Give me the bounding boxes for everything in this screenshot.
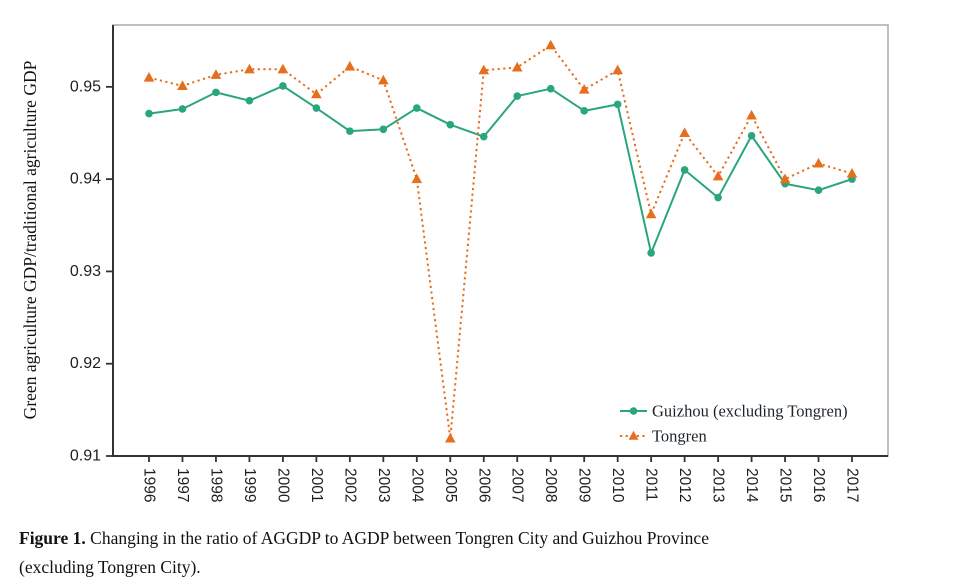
- tongren-marker: [177, 80, 188, 90]
- guizhou-legend-marker: [629, 407, 638, 415]
- guizhou-marker: [513, 92, 522, 100]
- x-tick-label: 2013: [710, 468, 727, 502]
- x-tick-label: 2002: [341, 468, 358, 502]
- guizhou-marker: [647, 249, 655, 257]
- tongren-marker: [779, 173, 791, 184]
- tongren-legend-label: Tongren: [652, 427, 707, 446]
- x-tick-label: 2012: [676, 468, 693, 502]
- x-tick-label: 2010: [609, 468, 626, 503]
- guizhou-marker: [245, 96, 254, 105]
- guizhou-marker: [546, 84, 555, 93]
- tongren-marker: [679, 127, 690, 138]
- x-tick-label: 1999: [241, 468, 258, 502]
- guizhou-line: [148, 84, 853, 254]
- tongren-marker: [210, 69, 222, 79]
- x-tick-label: 1996: [141, 468, 158, 502]
- tongren-marker: [244, 63, 255, 74]
- guizhou-marker: [613, 100, 622, 109]
- guizhou-marker: [346, 127, 354, 135]
- x-tick-label: 2008: [542, 468, 559, 502]
- guizhou-marker: [279, 82, 287, 90]
- guizhou-marker: [580, 107, 588, 115]
- y-tick-label: 0.92: [70, 355, 101, 372]
- tongren-marker: [612, 64, 623, 75]
- tongren-marker: [813, 157, 824, 168]
- tongren-marker: [578, 84, 590, 94]
- tongren-marker: [511, 61, 523, 72]
- x-tick-label: 2007: [509, 468, 526, 502]
- x-tick-label: 2009: [576, 468, 593, 502]
- x-tick-label: 2001: [308, 468, 325, 502]
- x-tick-label: 2000: [274, 468, 291, 503]
- figure-caption-label: Figure 1.: [19, 528, 86, 548]
- tongren-marker: [478, 64, 490, 75]
- tongren-marker: [411, 173, 423, 184]
- x-tick-label: 2006: [475, 468, 492, 502]
- guizhou-marker: [680, 166, 689, 174]
- tongren-marker: [311, 88, 322, 99]
- x-tick-label: 2003: [375, 468, 392, 502]
- guizhou-marker: [479, 132, 488, 141]
- tongren-marker: [645, 208, 657, 219]
- figure-caption-text-line2: (excluding Tongren City).: [19, 557, 201, 577]
- tongren-marker: [545, 39, 557, 50]
- y-tick-label: 0.93: [70, 263, 101, 280]
- y-axis-title: Green agriculture GDP/traditional agricu…: [20, 60, 40, 419]
- guizhou-marker: [379, 125, 388, 134]
- tongren-marker: [746, 109, 757, 120]
- figure-caption: Figure 1. Changing in the ratio of AGGDP…: [19, 524, 931, 582]
- guizhou-marker: [413, 104, 421, 112]
- tongren-marker: [712, 170, 724, 181]
- x-tick-label: 2016: [810, 468, 827, 502]
- guizhou-marker: [145, 109, 153, 118]
- tongren-legend-marker: [628, 430, 639, 440]
- x-tick-label: 2017: [844, 468, 861, 502]
- x-tick-label: 1998: [207, 468, 224, 502]
- tongren-marker: [378, 74, 389, 85]
- guizhou-marker: [178, 105, 187, 113]
- x-tick-label: 2004: [408, 468, 425, 503]
- guizhou-marker: [312, 104, 321, 112]
- tongren-marker: [344, 60, 356, 71]
- guizhou-legend-label: Guizhou (excluding Tongren): [652, 402, 848, 421]
- plot-border: [112, 24, 889, 457]
- ratio-line-chart: 0.91 0.92 0.93 0.94 0.95 1996 1997 1998 1999 2000…: [20, 24, 889, 503]
- y-tick-label: 0.95: [70, 78, 101, 95]
- tongren-marker: [846, 167, 858, 178]
- tongren-marker: [277, 63, 289, 74]
- tongren-marker: [444, 432, 456, 443]
- tongren-line: [148, 44, 853, 440]
- x-tick-label: 2005: [442, 468, 459, 502]
- figure-caption-text-line1: Changing in the ratio of AGGDP to AGDP b…: [90, 528, 709, 548]
- y-tick-label: 0.91: [70, 448, 101, 465]
- x-tick-label: 2014: [743, 468, 760, 503]
- guizhou-marker: [747, 131, 756, 140]
- guizhou-marker: [814, 186, 823, 195]
- guizhou-marker: [446, 120, 455, 129]
- x-tick-label: 2015: [777, 468, 794, 502]
- y-tick-label: 0.94: [70, 171, 101, 188]
- x-tick-label: 1997: [174, 468, 191, 502]
- tongren-marker: [143, 72, 155, 82]
- x-tick-label: 2011: [643, 468, 660, 501]
- guizhou-marker: [714, 193, 722, 202]
- guizhou-marker: [212, 88, 220, 97]
